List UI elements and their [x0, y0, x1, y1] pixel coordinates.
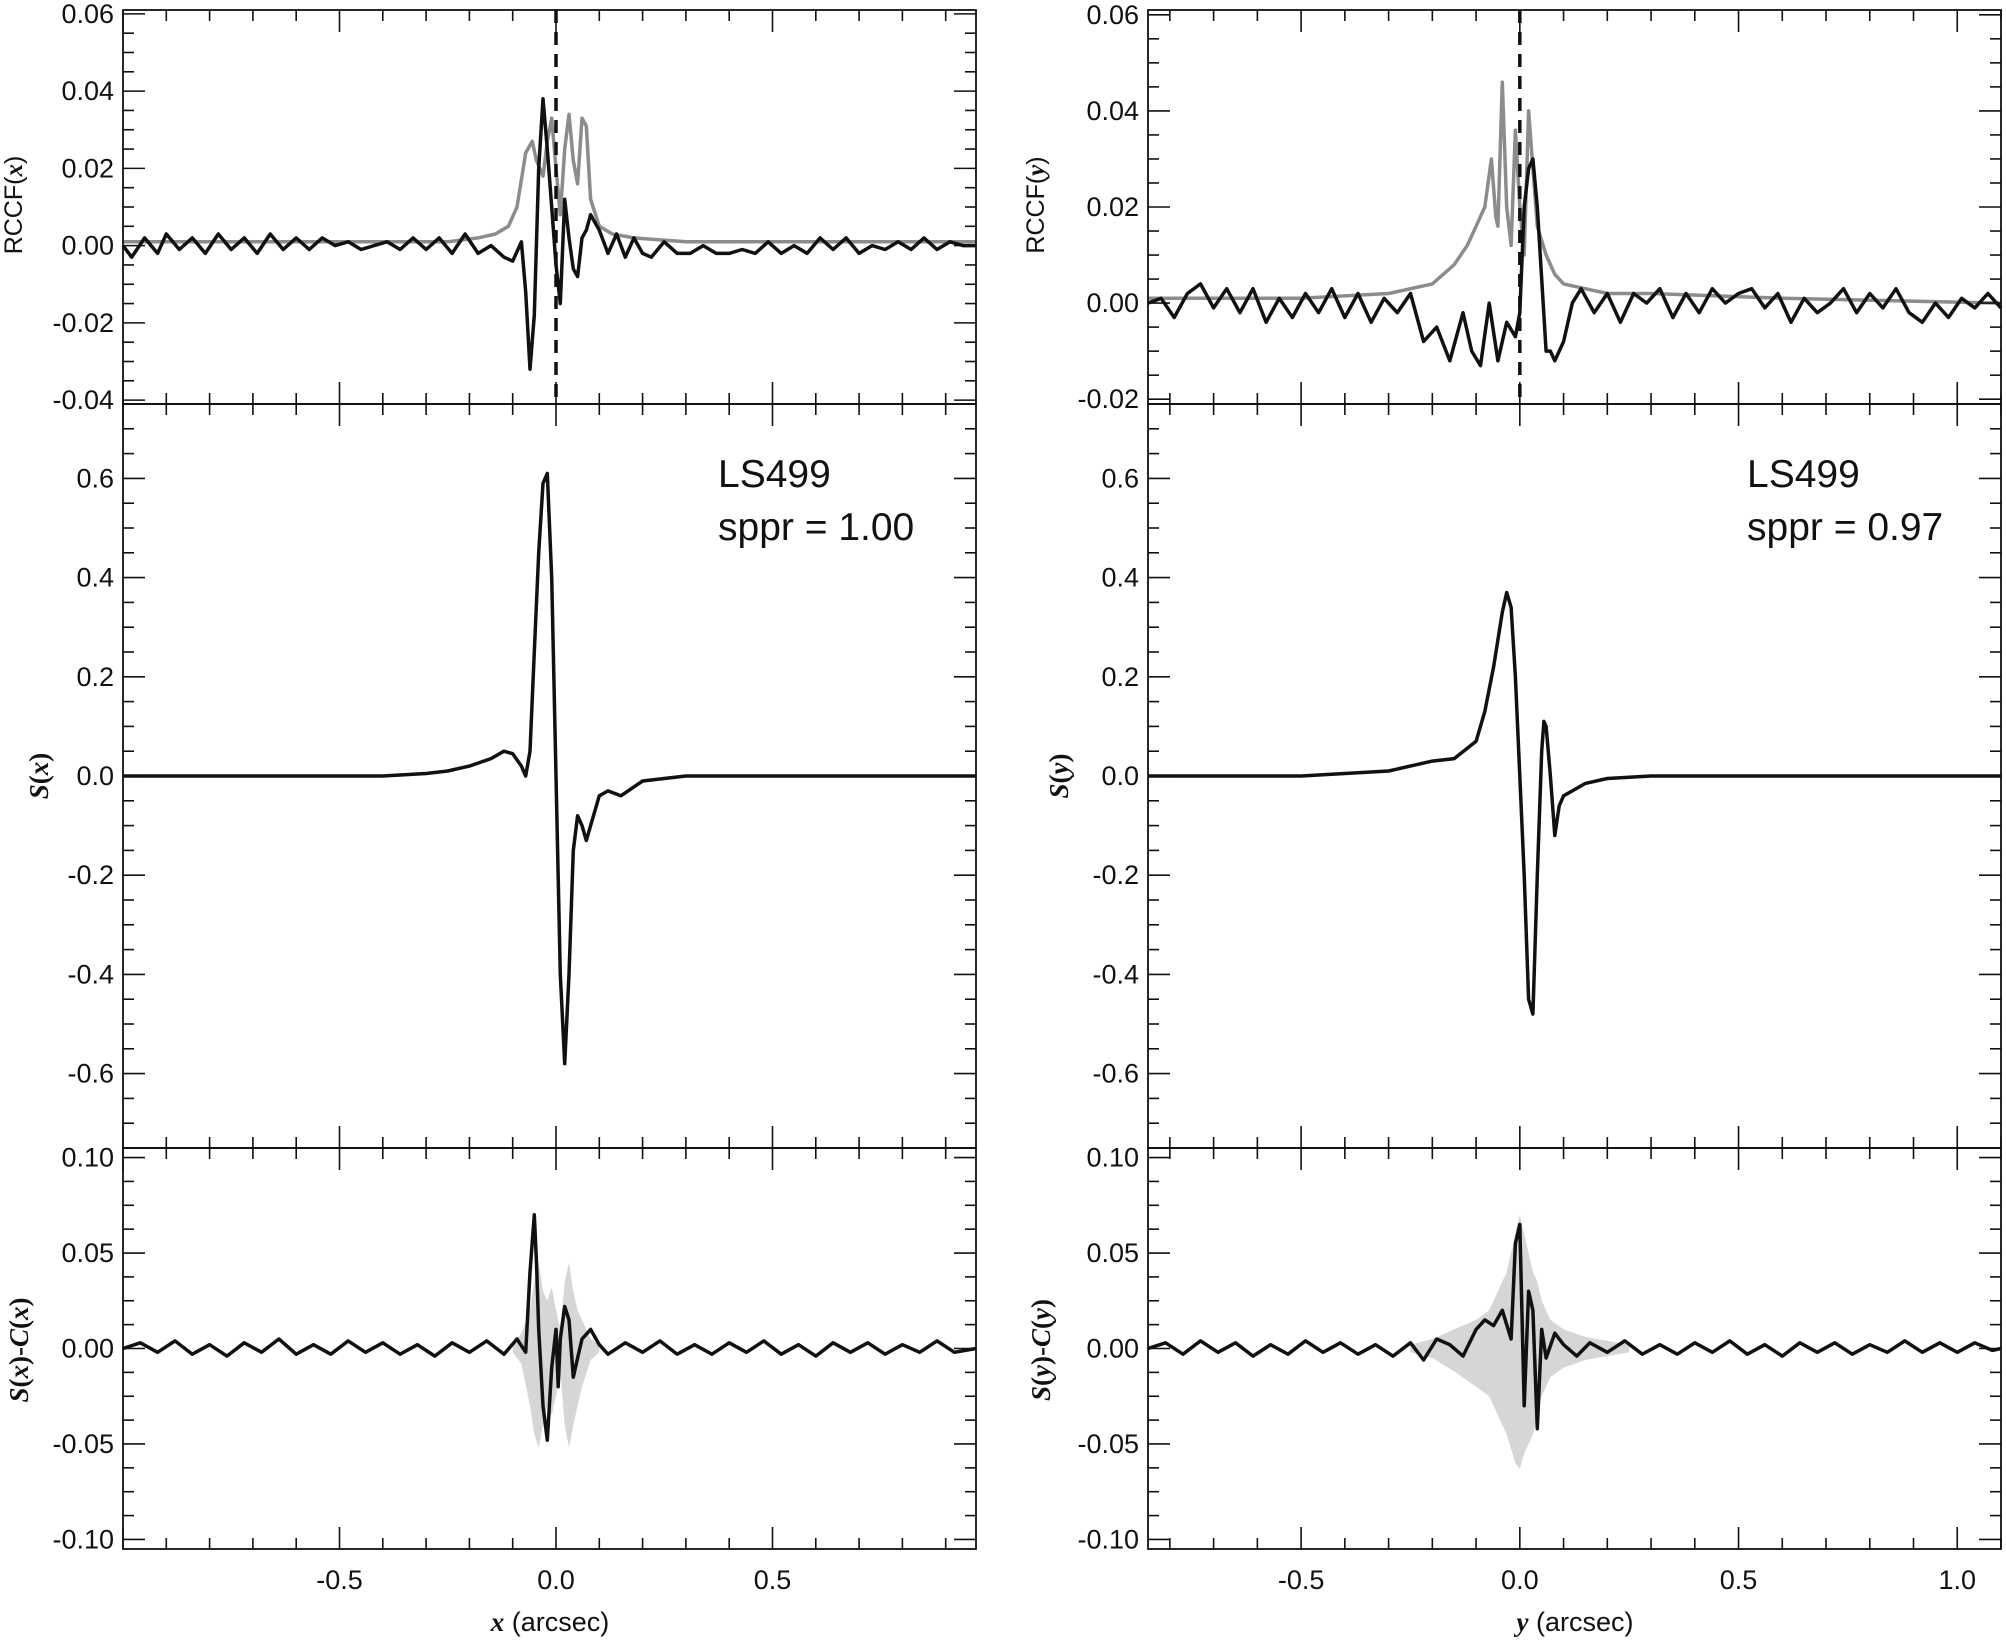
right-res-xtick-label: 1.0	[1938, 1565, 1976, 1595]
right-s-ytick-label: 0.0	[1101, 761, 1139, 791]
left-object-label: LS499	[718, 453, 831, 496]
left-residual-panel: 0.10 0.05 0.00 -0.05 -0.10 -0.5 0.0 0.5	[52, 1143, 977, 1595]
left-rccf-ytick-label: 0.00	[61, 231, 114, 261]
left-s-ytick-label: 0.4	[76, 563, 114, 593]
left-res-ytick-label: -0.10	[52, 1524, 114, 1554]
right-s-observed-line	[1148, 590, 2001, 1016]
right-s-ytick-label: 0.6	[1101, 463, 1139, 493]
left-res-ytick-label: 0.00	[61, 1334, 114, 1364]
right-residual-panel: 0.10 0.05 0.00 -0.05 -0.10 -0.5 0.0 0.5 1.0	[1077, 1143, 2002, 1595]
left-rccf-frame	[122, 9, 977, 405]
right-res-ytick-label: 0.00	[1086, 1334, 1139, 1364]
right-s-panel: 0.6 0.4 0.2 0.0 -0.2 -0.4 -0.6	[1092, 403, 2002, 1149]
right-rccf-observed-line	[1147, 157, 2003, 368]
left-xlabel: x (arcsec)	[490, 1607, 610, 1637]
left-sppr-label: sppr = 1.00	[718, 506, 914, 549]
right-residual-ylabel: S(y)-C(y)	[1026, 1299, 1056, 1401]
right-rccf-ytick-label: 0.04	[1086, 96, 1139, 126]
right-rccf-ytick-label: -0.02	[1077, 384, 1139, 414]
right-s-ytick-label: 0.2	[1101, 662, 1139, 692]
right-res-ytick-label: -0.05	[1077, 1429, 1139, 1459]
left-s-ylabel: S(x)	[24, 753, 54, 800]
right-res-observed-line	[1147, 1222, 2002, 1431]
right-rccf-ylabel: RCCF(y)	[1022, 156, 1050, 253]
left-rccf-ytick-label: -0.02	[52, 308, 114, 338]
left-s-ytick-label: -0.2	[67, 860, 114, 890]
right-s-ytick-label: -0.6	[1092, 1059, 1139, 1089]
right-sppr-label: sppr = 0.97	[1747, 506, 1943, 549]
left-res-ytick-label: 0.05	[61, 1238, 114, 1268]
left-rccf-ylabel: RCCF(x)	[0, 156, 28, 255]
right-res-ytick-label: -0.10	[1077, 1524, 1139, 1554]
right-res-xtick-label: 0.5	[1720, 1565, 1758, 1595]
right-s-ylabel: S(y)	[1044, 753, 1074, 798]
right-rccf-ytick-label: 0.06	[1086, 0, 1139, 30]
left-rccf-model-line	[123, 112, 976, 244]
right-object-label: LS499	[1747, 453, 1860, 496]
left-res-xtick-label: 0.0	[537, 1565, 575, 1595]
left-rccf-observed-line	[121, 97, 976, 371]
left-rccf-ytick-label: 0.02	[61, 153, 114, 183]
right-res-xtick-label: -0.5	[1278, 1565, 1325, 1595]
left-residual-ylabel: S(x)-C(x)	[4, 1297, 34, 1402]
right-rccf-model-line	[1148, 80, 2002, 305]
right-s-ytick-label: 0.4	[1101, 563, 1139, 593]
left-rccf-ytick-label: 0.04	[61, 76, 114, 106]
left-rccf-ytick-label: -0.04	[52, 385, 114, 415]
right-res-ytick-label: 0.10	[1086, 1143, 1139, 1173]
left-rccf-ytick-label: 0.06	[61, 0, 114, 29]
left-res-ytick-label: 0.10	[61, 1143, 114, 1173]
left-s-ytick-label: -0.4	[67, 959, 114, 989]
right-s-ytick-label: -0.2	[1092, 860, 1139, 890]
right-s-ytick-label: -0.4	[1092, 959, 1139, 989]
right-xlabel: y (arcsec)	[1514, 1607, 1634, 1637]
right-rccf-panel: 0.06 0.04 0.02 0.00 -0.02	[1077, 0, 2003, 414]
left-res-observed-line	[122, 1213, 977, 1442]
right-res-uncertainty-band	[1410, 1214, 1630, 1469]
left-res-xtick-label: -0.5	[316, 1565, 363, 1595]
left-s-ytick-label: -0.6	[67, 1059, 114, 1089]
left-res-ytick-label: -0.05	[52, 1429, 114, 1459]
right-rccf-ytick-label: 0.02	[1086, 192, 1139, 222]
right-rccf-frame	[1147, 9, 2002, 405]
left-s-ytick-label: 0.2	[76, 662, 114, 692]
right-res-xtick-label: 0.0	[1501, 1565, 1539, 1595]
left-s-ytick-label: 0.0	[76, 761, 114, 791]
right-rccf-ytick-label: 0.00	[1086, 288, 1139, 318]
left-res-xtick-label: 0.5	[754, 1565, 792, 1595]
left-s-panel: 0.6 0.4 0.2 0.0 -0.2 -0.4 -0.6	[67, 403, 977, 1149]
left-rccf-panel: 0.06 0.04 0.02 0.00 -0.02 -0.04	[52, 0, 977, 415]
right-res-ytick-label: 0.05	[1086, 1238, 1139, 1268]
left-s-ytick-label: 0.6	[76, 463, 114, 493]
left-s-observed-line	[123, 471, 976, 1066]
